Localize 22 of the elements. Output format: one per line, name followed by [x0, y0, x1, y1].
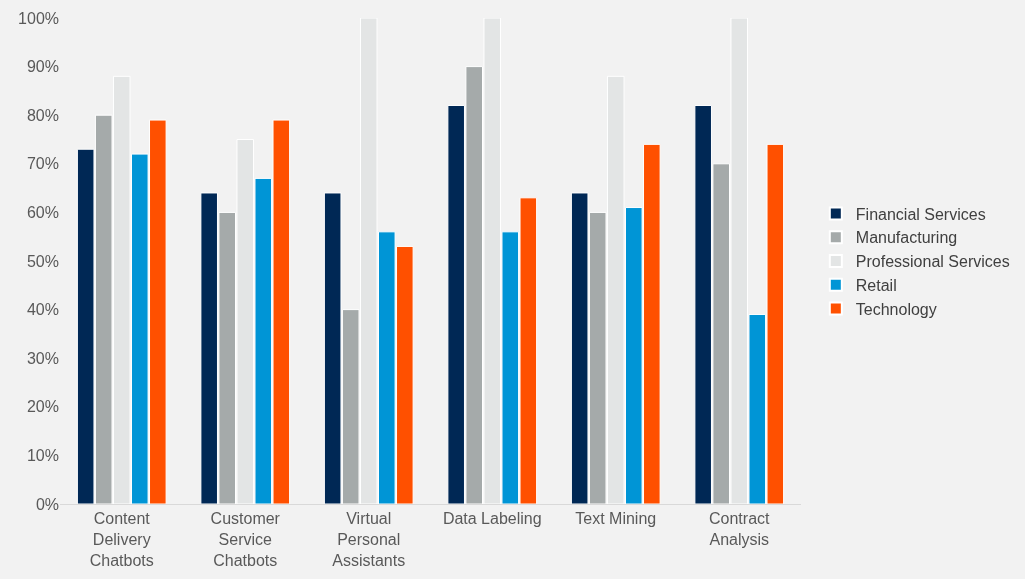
y-tick-label: 100%	[18, 9, 59, 27]
legend-label: Financial Services	[855, 205, 986, 223]
y-tick-label: 40%	[26, 301, 59, 319]
y-tick-label: 60%	[26, 204, 59, 221]
x-tick-label: Data Labeling	[442, 510, 542, 528]
y-tick-label: 30%	[26, 349, 59, 367]
legend-label: Professional Services	[855, 253, 1010, 271]
x-tick-label: Customer Service Chatbots	[210, 510, 281, 569]
x-tick-label: Contract Analysis	[709, 510, 771, 548]
x-tick-label: Text Mining	[575, 510, 657, 528]
y-tick-label: 50%	[26, 252, 59, 270]
y-tick-label: 90%	[26, 58, 59, 76]
legend-label: Retail	[855, 277, 897, 295]
y-tick-label: 10%	[26, 447, 59, 464]
y-tick-label: 0%	[35, 495, 59, 513]
x-tick-label: Virtual Personal Assistants	[332, 510, 406, 569]
x-tick-label: Content Delivery Chatbots	[89, 510, 154, 569]
y-tick-label: 70%	[26, 155, 59, 173]
legend-label: Manufacturing	[855, 229, 958, 247]
legend-label: Technology	[855, 300, 937, 318]
y-tick-label: 20%	[26, 398, 59, 416]
y-tick-label: 80%	[26, 106, 59, 124]
